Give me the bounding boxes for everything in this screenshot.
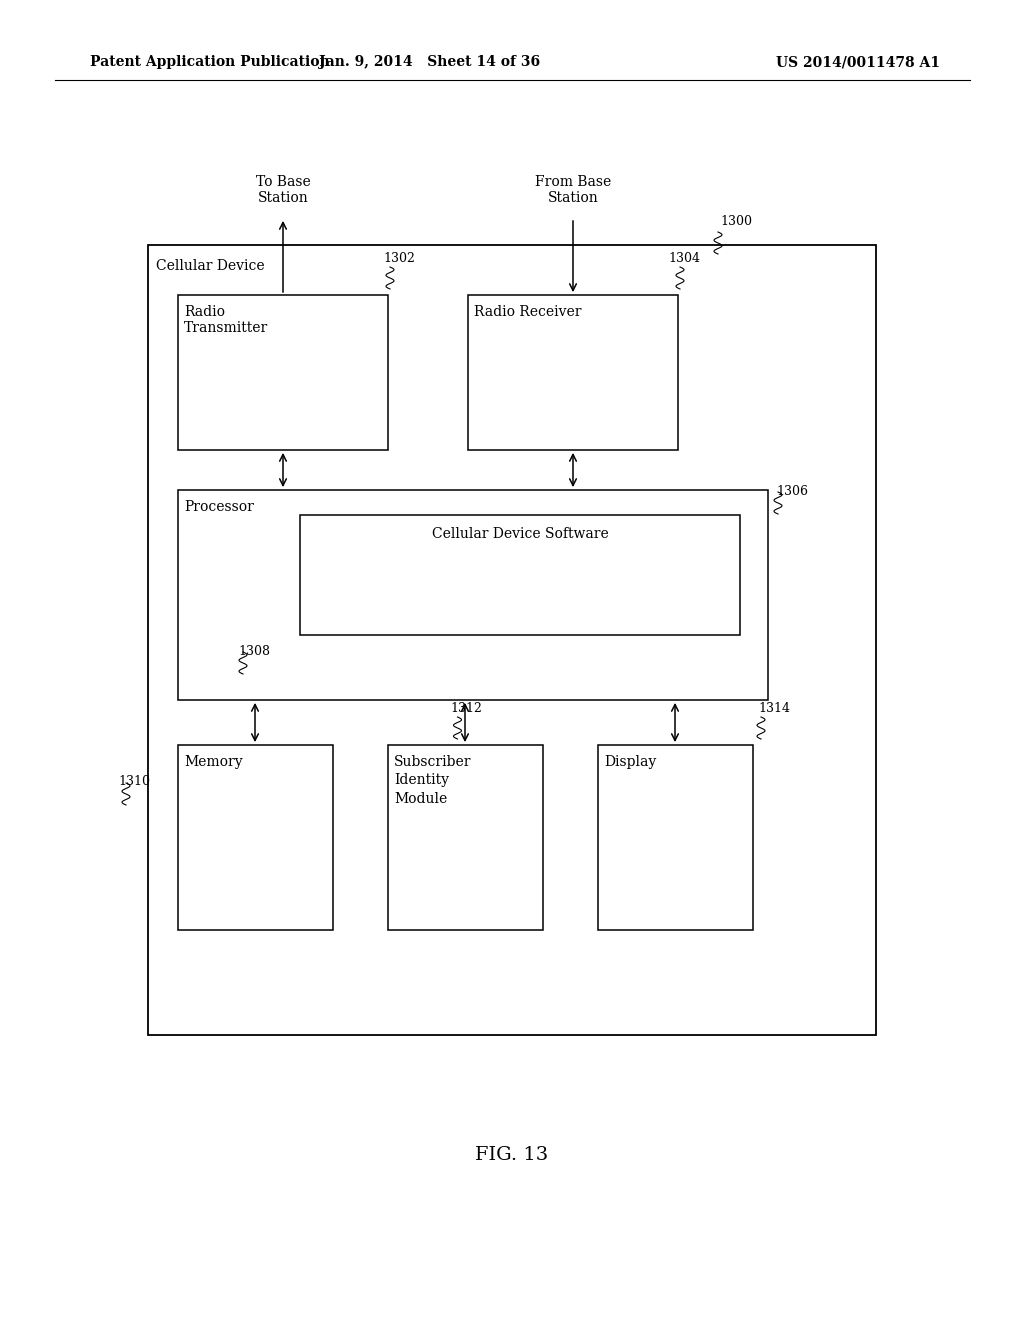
Text: Cellular Device Software: Cellular Device Software	[432, 527, 608, 541]
Text: Radio Receiver: Radio Receiver	[474, 305, 582, 319]
Bar	[178, 744, 333, 931]
Text: FIG. 13: FIG. 13	[475, 1146, 549, 1164]
Text: Cellular Device: Cellular Device	[156, 259, 264, 273]
Text: Subscriber
Identity
Module: Subscriber Identity Module	[394, 755, 471, 805]
Bar	[598, 744, 753, 931]
Text: To Base
Station: To Base Station	[256, 176, 310, 205]
Bar	[178, 294, 388, 450]
Bar	[468, 294, 678, 450]
Text: Radio
Transmitter: Radio Transmitter	[184, 305, 268, 335]
Bar	[388, 744, 543, 931]
Bar	[300, 515, 740, 635]
Text: 1308: 1308	[238, 645, 270, 657]
Bar	[148, 246, 876, 1035]
Text: Display: Display	[604, 755, 656, 770]
Text: Jan. 9, 2014   Sheet 14 of 36: Jan. 9, 2014 Sheet 14 of 36	[319, 55, 541, 69]
Text: Memory: Memory	[184, 755, 243, 770]
Text: 1306: 1306	[776, 484, 808, 498]
Text: Patent Application Publication: Patent Application Publication	[90, 55, 330, 69]
Text: 1314: 1314	[758, 702, 790, 715]
Text: From Base
Station: From Base Station	[535, 176, 611, 205]
Text: 1300: 1300	[720, 215, 752, 228]
Text: 1304: 1304	[668, 252, 700, 265]
Text: 1310: 1310	[118, 775, 150, 788]
Text: 1302: 1302	[383, 252, 415, 265]
Text: Processor: Processor	[184, 500, 254, 513]
Text: US 2014/0011478 A1: US 2014/0011478 A1	[776, 55, 940, 69]
Text: 1312: 1312	[451, 702, 482, 715]
Bar	[178, 490, 768, 700]
